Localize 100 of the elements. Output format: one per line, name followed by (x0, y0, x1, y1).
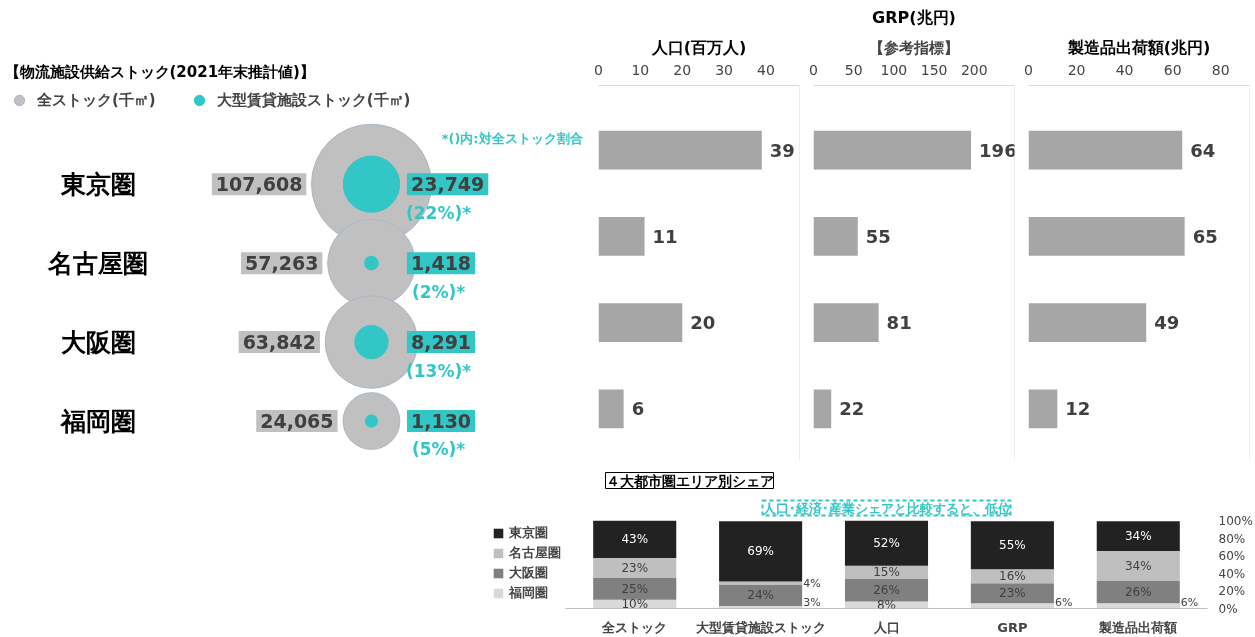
data-label: 1,418 (410, 252, 472, 275)
bar (1028, 389, 1058, 429)
data-label: 6% (1054, 595, 1073, 609)
x-tick-label: 20 (673, 61, 692, 78)
category-label: 東京圏 (59, 169, 136, 199)
bar (598, 303, 683, 342)
data-label: 26% (873, 583, 900, 598)
data-label: 23,749 (410, 173, 485, 196)
data-label: 52% (873, 536, 900, 551)
data-label: 43% (621, 532, 649, 547)
data-label: 15% (873, 565, 900, 580)
bar (593, 557, 677, 578)
x-tick-label: 40 (757, 61, 775, 78)
data-label: 34% (1124, 558, 1152, 573)
text: 【参考指標】 (869, 38, 959, 57)
data-label: 24,065 (260, 410, 334, 433)
data-label: 65 (1192, 225, 1218, 247)
bar (598, 130, 762, 170)
bar (719, 581, 803, 585)
text: 人口･経済･産業シェアと比較すると、低位 (761, 500, 1011, 516)
data-label: 39 (769, 139, 795, 161)
y-tick-label: 60% (1218, 549, 1246, 564)
data-label: 55% (999, 538, 1026, 553)
data-label: 6% (1180, 595, 1199, 609)
x-tick-label: 製造品出荷額 (1098, 619, 1178, 635)
legend-label: 大阪圏 (509, 564, 548, 582)
category-label: 大阪圏 (60, 327, 136, 357)
legend-label: 名古屋圏 (509, 544, 561, 562)
data-label: 55 (865, 225, 891, 247)
chart-title: GRP(兆円) (872, 7, 956, 27)
data-label: 23% (621, 560, 649, 575)
data-label: 49 (1154, 312, 1180, 334)
x-tick-label: 0 (809, 61, 818, 78)
bar (1028, 303, 1147, 342)
text: (5%)* (411, 439, 466, 460)
data-label: 26% (1124, 584, 1152, 599)
chart-title: 製造品出荷額(兆円) (1066, 37, 1211, 57)
data-label: 11 (652, 225, 678, 247)
x-tick-label: 20 (1067, 61, 1086, 78)
x-tick-label: 人口 (872, 619, 900, 635)
data-label: 63,842 (242, 331, 316, 354)
category-label: 名古屋圏 (47, 248, 149, 278)
y-tick-label: 40% (1218, 566, 1246, 581)
bar (844, 578, 929, 602)
x-tick-label: 80 (1211, 61, 1230, 78)
bar (719, 584, 803, 606)
text: (22%)* (405, 202, 472, 223)
bar (1028, 130, 1183, 170)
category-label: 福岡圏 (59, 406, 136, 436)
data-label: 4% (803, 576, 821, 590)
data-label: 107,608 (215, 173, 303, 196)
x-tick-label: 全ストック (601, 619, 668, 635)
bar (1096, 603, 1180, 609)
bar (593, 578, 677, 600)
x-tick-label: 0 (1024, 61, 1033, 78)
data-label: 6 (631, 398, 645, 420)
chart-title: 人口(百万人) (650, 37, 747, 57)
data-label: 24% (747, 588, 774, 603)
data-label: 10% (621, 597, 649, 612)
bar (970, 521, 1054, 570)
legend-label: 福岡圏 (509, 584, 548, 602)
data-label: 1,130 (410, 410, 472, 433)
x-tick-label: 50 (844, 61, 863, 78)
text: 【物流施設供給ストック(2021年末推計値)】 (4, 62, 315, 81)
bar (813, 389, 832, 429)
bar (844, 520, 929, 566)
bar (813, 303, 879, 342)
y-tick-label: 20% (1218, 584, 1246, 599)
data-label: 25% (621, 581, 649, 596)
bar (970, 583, 1054, 604)
x-tick-label: 60 (1163, 61, 1182, 78)
y-tick-label: 0% (1218, 601, 1238, 616)
x-tick-label: 200 (960, 61, 988, 78)
data-label: 8,291 (410, 331, 472, 354)
data-label: 23% (999, 586, 1026, 601)
text: *()内:対全ストック割合 (441, 130, 583, 146)
text: (2%)* (411, 281, 466, 302)
x-tick-label: 150 (920, 61, 948, 78)
x-tick-label: 40 (1115, 61, 1134, 78)
bar (1028, 216, 1185, 256)
x-tick-label: GRP (997, 619, 1028, 635)
legend-label: 全ストック(千㎡) (37, 90, 156, 110)
x-tick-label: 30 (715, 61, 734, 78)
data-label: 16% (999, 569, 1026, 584)
bar (598, 389, 624, 429)
bar (813, 130, 972, 170)
y-tick-label: 100% (1218, 514, 1253, 529)
bar (598, 216, 645, 256)
data-label: 22 (839, 398, 865, 420)
x-tick-label: 100 (880, 61, 908, 78)
x-tick-label: 10 (631, 61, 650, 78)
legend-label: 東京圏 (509, 524, 548, 542)
data-label: 64 (1190, 139, 1216, 161)
data-label: 20 (690, 312, 716, 334)
bar (970, 603, 1054, 609)
data-label: 3% (803, 595, 821, 609)
bar (719, 521, 803, 582)
data-label: 57,263 (245, 252, 319, 275)
x-tick-label: 大型賃貸施設ストック (695, 619, 826, 635)
y-tick-label: 80% (1218, 531, 1246, 546)
